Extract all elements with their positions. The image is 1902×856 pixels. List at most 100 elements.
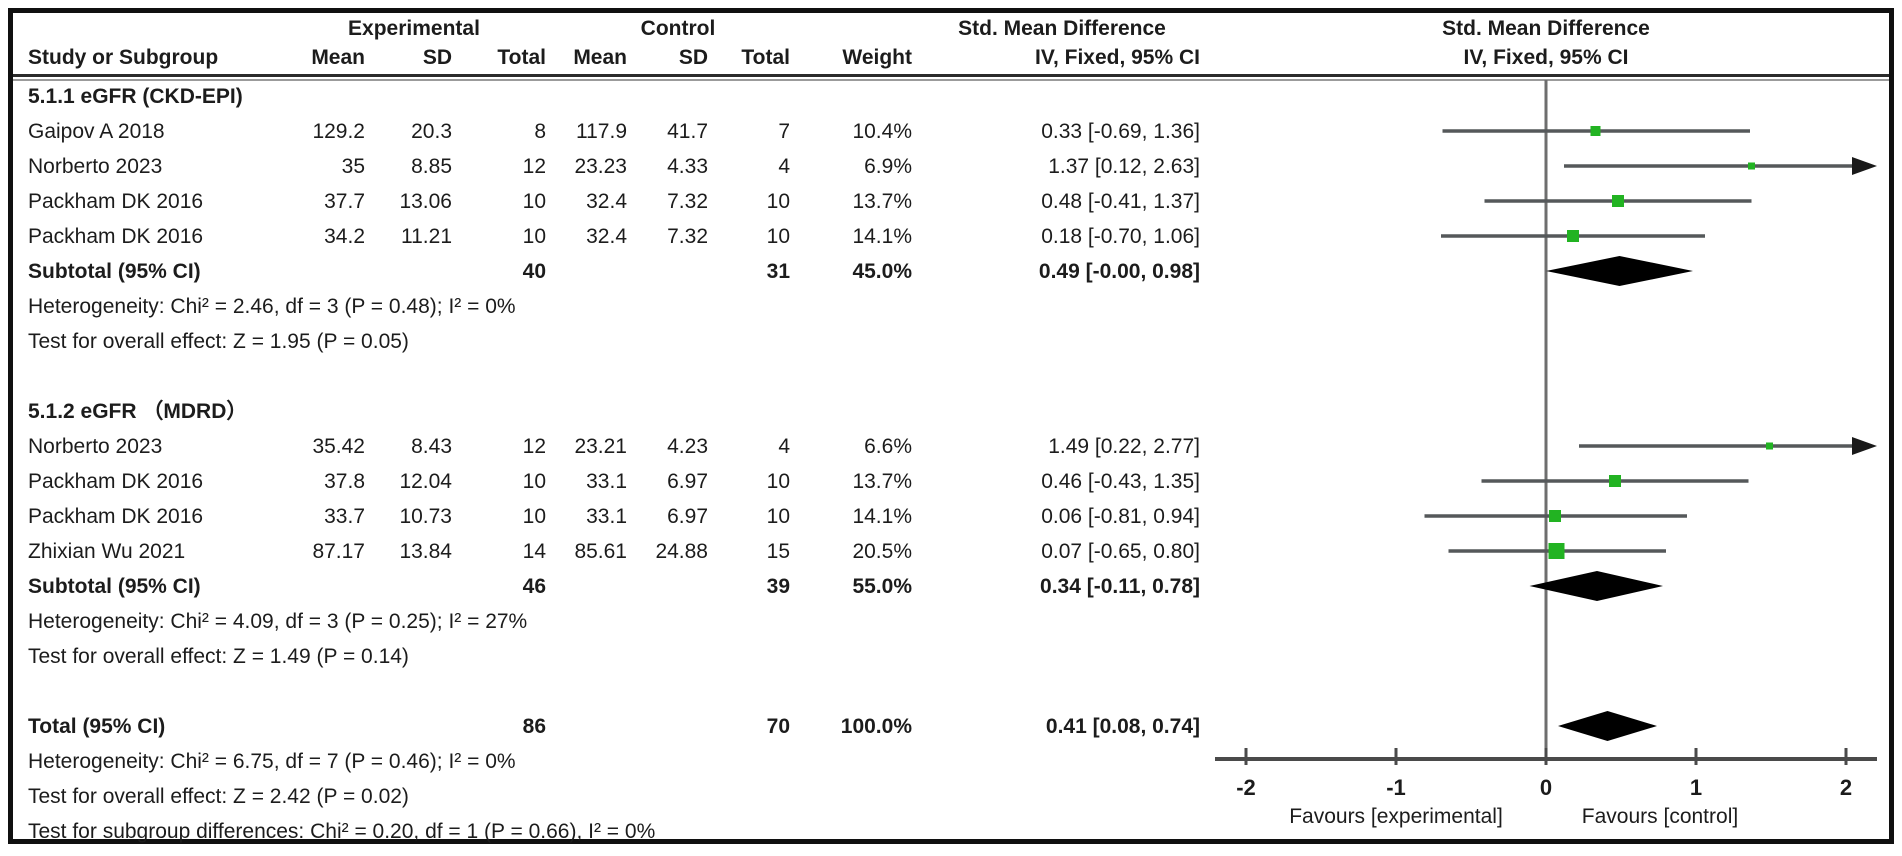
mean-experimental: 129.2 — [312, 120, 365, 143]
sd-experimental: 12.04 — [399, 470, 452, 493]
study-name: Zhixian Wu 2021 — [28, 540, 186, 563]
overall-effect-text: Test for overall effect: Z = 1.95 (P = 0… — [28, 330, 409, 353]
sd-experimental: 10.73 — [399, 505, 452, 528]
effect-ci-value: 1.37 [0.12, 2.63] — [1048, 155, 1200, 178]
col-header-weight: Weight — [842, 46, 912, 69]
mean-control: 85.61 — [574, 540, 627, 563]
total-control: 4 — [778, 155, 790, 178]
total-experimental: 10 — [522, 470, 546, 493]
sd-experimental: 13.84 — [399, 540, 452, 563]
effect-ci-value: 0.18 [-0.70, 1.06] — [1041, 225, 1200, 248]
heterogeneity-text: Heterogeneity: Chi² = 6.75, df = 7 (P = … — [28, 750, 516, 773]
study-row: Packham DK 2016 37.8 12.04 10 33.1 6.97 10 13.7… — [0, 464, 1902, 499]
study-name: Gaipov A 2018 — [28, 120, 165, 143]
weight-value: 14.1% — [852, 505, 912, 528]
total-experimental: 86 — [522, 715, 546, 738]
sd-experimental: 13.06 — [399, 190, 452, 213]
effect-ci-value: 1.49 [0.22, 2.77] — [1048, 435, 1200, 458]
sd-control: 6.97 — [667, 470, 708, 493]
effect-ci-value: 0.06 [-0.81, 0.94] — [1041, 505, 1200, 528]
mean-experimental: 35 — [341, 155, 365, 178]
weight-value: 13.7% — [852, 470, 912, 493]
sd-control: 24.88 — [655, 540, 708, 563]
effect-ci-value: 0.48 [-0.41, 1.37] — [1041, 190, 1200, 213]
subgroup-label: 5.1.1 eGFR (CKD-EPI) — [28, 85, 243, 108]
weight-value: 13.7% — [852, 190, 912, 213]
subgroup-header-row: 5.1.2 eGFR （MDRD） — [0, 394, 1902, 429]
col-header-total-exp: Total — [497, 46, 546, 69]
total-label: Total (95% CI) — [28, 715, 166, 738]
col-header-iv-left: IV, Fixed, 95% CI — [1035, 46, 1200, 69]
subtotal-label: Subtotal (95% CI) — [28, 575, 201, 598]
effect-ci-value: 0.34 [-0.11, 0.78] — [1040, 575, 1200, 598]
heterogeneity-text-row: Heterogeneity: Chi² = 6.75, df = 7 (P = … — [0, 744, 1902, 779]
total-control: 31 — [766, 260, 790, 283]
total-control: 4 — [778, 435, 790, 458]
total-control: 15 — [766, 540, 790, 563]
overall-effect-text: Test for overall effect: Z = 1.49 (P = 0… — [28, 645, 409, 668]
total-control: 39 — [766, 575, 790, 598]
col-header-sd-exp: SD — [422, 46, 452, 69]
weight-value: 100.0% — [840, 715, 912, 738]
col-header-sd-ctl: SD — [678, 46, 708, 69]
study-row: Packham DK 2016 37.7 13.06 10 32.4 7.32 10 13.7… — [0, 184, 1902, 219]
total-experimental: 10 — [522, 190, 546, 213]
total-experimental: 46 — [522, 575, 546, 598]
total-control: 10 — [766, 190, 790, 213]
effect-ci-value: 0.33 [-0.69, 1.36] — [1041, 120, 1200, 143]
weight-value: 6.6% — [864, 435, 912, 458]
subgroup-header-row: 5.1.1 eGFR (CKD-EPI) — [0, 79, 1902, 114]
study-row: Gaipov A 2018 129.2 20.3 8 117.9 41.7 7 10.4% 0.… — [0, 114, 1902, 149]
heterogeneity-text-row: Heterogeneity: Chi² = 4.09, df = 3 (P = … — [0, 604, 1902, 639]
sd-experimental: 11.21 — [401, 225, 452, 248]
col-header-mean-ctl: Mean — [573, 46, 627, 69]
sd-experimental: 20.3 — [411, 120, 452, 143]
study-row: Packham DK 2016 33.7 10.73 10 33.1 6.97 10 14.1… — [0, 499, 1902, 534]
header-smd-right: Std. Mean Difference — [1442, 17, 1650, 40]
header-control: Control — [640, 17, 716, 40]
heterogeneity-text-row: Heterogeneity: Chi² = 2.46, df = 3 (P = … — [0, 289, 1902, 324]
mean-control: 23.23 — [574, 155, 627, 178]
study-row: Zhixian Wu 2021 87.17 13.84 14 85.61 24.88 15 2… — [0, 534, 1902, 569]
weight-value: 55.0% — [852, 575, 912, 598]
col-header-study: Study or Subgroup — [28, 46, 219, 69]
subgroup-differences-text-row: Test for subgroup differences: Chi² = 0.… — [0, 814, 1902, 849]
heterogeneity-text: Heterogeneity: Chi² = 4.09, df = 3 (P = … — [28, 610, 528, 633]
mean-control: 32.4 — [586, 190, 627, 213]
sd-control: 4.23 — [667, 435, 708, 458]
mean-control: 32.4 — [586, 225, 627, 248]
weight-value: 20.5% — [852, 540, 912, 563]
weight-value: 45.0% — [852, 260, 912, 283]
header-divider-top — [13, 74, 1889, 77]
sd-control: 4.33 — [667, 155, 708, 178]
sd-control: 41.7 — [667, 120, 708, 143]
subgroup-differences-text: Test for subgroup differences: Chi² = 0.… — [28, 820, 656, 843]
mean-experimental: 37.7 — [324, 190, 365, 213]
subtotal-row: Subtotal (95% CI) 40 31 45.0% 0.49 [-0.00, 0… — [0, 254, 1902, 289]
overall-effect-text-row: Test for overall effect: Z = 1.49 (P = 0… — [0, 639, 1902, 674]
sd-control: 6.97 — [667, 505, 708, 528]
header-experimental: Experimental — [348, 17, 480, 40]
subtotal-row: Subtotal (95% CI) 46 39 55.0% 0.34 [-0.11, 0… — [0, 569, 1902, 604]
weight-value: 14.1% — [852, 225, 912, 248]
overall-effect-text-row: Test for overall effect: Z = 2.42 (P = 0… — [0, 779, 1902, 814]
study-name: Packham DK 2016 — [28, 470, 204, 493]
sd-experimental: 8.43 — [411, 435, 452, 458]
col-header-iv-right: IV, Fixed, 95% CI — [1463, 46, 1629, 69]
sd-control: 7.32 — [667, 225, 708, 248]
total-experimental: 8 — [534, 120, 546, 143]
weight-value: 6.9% — [864, 155, 912, 178]
study-name: Packham DK 2016 — [28, 505, 204, 528]
total-control: 70 — [766, 715, 790, 738]
mean-experimental: 34.2 — [324, 225, 365, 248]
total-experimental: 10 — [522, 225, 546, 248]
mean-control: 117.9 — [576, 120, 627, 143]
effect-ci-value: 0.07 [-0.65, 0.80] — [1041, 540, 1200, 563]
header-divider-bottom — [13, 79, 1889, 81]
heterogeneity-text: Heterogeneity: Chi² = 2.46, df = 3 (P = … — [28, 295, 516, 318]
overall-effect-text: Test for overall effect: Z = 2.42 (P = 0… — [28, 785, 409, 808]
study-row: Norberto 2023 35 8.85 12 23.23 4.33 4 6.9% 1.37 … — [0, 149, 1902, 184]
study-name: Packham DK 2016 — [28, 190, 204, 213]
col-header-total-ctl: Total — [741, 46, 790, 69]
